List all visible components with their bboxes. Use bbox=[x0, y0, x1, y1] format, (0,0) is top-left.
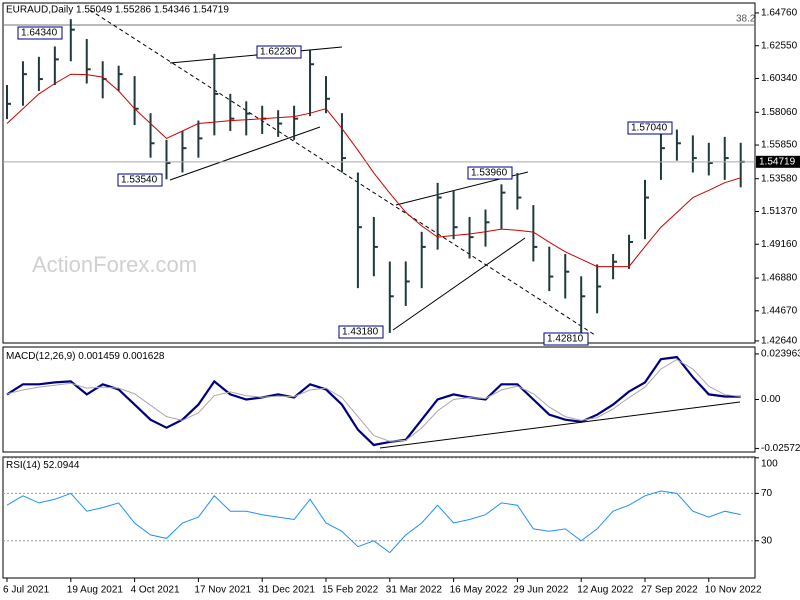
annotation-box bbox=[256, 45, 302, 59]
line bbox=[6, 490, 741, 554]
annotation: 1.43180 bbox=[342, 327, 379, 338]
annotation: 1.62230 bbox=[260, 47, 297, 58]
annotation: 1.64340 bbox=[21, 28, 58, 39]
x-tick-label: 29 Jun 2022 bbox=[513, 585, 568, 596]
y-tick-label: 1.42640 bbox=[761, 336, 798, 347]
line bbox=[6, 359, 741, 442]
line bbox=[6, 355, 741, 447]
x-tick-label: 10 Nov 2022 bbox=[705, 585, 762, 596]
annotation-box bbox=[117, 173, 163, 187]
y-tick-label: 1.49160 bbox=[761, 239, 798, 250]
rsi-value: 52.0944 bbox=[43, 460, 80, 471]
y-tick-label: 1.44670 bbox=[761, 305, 798, 316]
y-tick-label: 1.60340 bbox=[761, 73, 798, 84]
annotation-box bbox=[338, 325, 384, 339]
x-tick-label: 19 Aug 2021 bbox=[67, 585, 124, 596]
line bbox=[6, 73, 741, 268]
x-tick-label: 16 May 2022 bbox=[450, 585, 508, 596]
annotation-box bbox=[627, 121, 673, 135]
trend-line bbox=[392, 237, 526, 331]
watermark: ActionForex.com bbox=[32, 252, 197, 277]
y-tick-label: 100 bbox=[761, 459, 778, 470]
trend-line bbox=[379, 401, 741, 449]
annotation: 1.53540 bbox=[121, 175, 158, 186]
y-tick-label: 1.58060 bbox=[761, 107, 798, 118]
x-tick-label: 27 Sep 2022 bbox=[641, 585, 698, 596]
x-tick-label: 12 Aug 2022 bbox=[577, 585, 634, 596]
rsi-name: RSI(14) bbox=[6, 460, 40, 471]
rsi-header: RSI(14) 52.0944 bbox=[6, 460, 80, 471]
x-tick-label: 31 Mar 2022 bbox=[386, 585, 443, 596]
price-label-box bbox=[756, 155, 800, 168]
macd-name: MACD(12,26,9) bbox=[6, 351, 75, 362]
y-tick-label: 1.46880 bbox=[761, 273, 798, 284]
macd-header: MACD(12,26,9) 0.001459 0.001628 bbox=[6, 351, 165, 362]
x-tick-label: 6 Jul 2021 bbox=[3, 585, 50, 596]
annotation: 1.53960 bbox=[471, 168, 508, 179]
annotation-box bbox=[467, 166, 513, 180]
price-label: 1.54719 bbox=[759, 156, 796, 167]
x-tick-label: 15 Feb 2022 bbox=[322, 585, 379, 596]
price-panel bbox=[2, 2, 756, 344]
y-tick-label: 1.55850 bbox=[761, 140, 798, 151]
annotation: 1.42810 bbox=[547, 334, 584, 345]
y-tick-label: 0.00 bbox=[761, 394, 781, 405]
x-tick-label: 4 Oct 2021 bbox=[131, 585, 180, 596]
annotation: 1.57040 bbox=[631, 123, 668, 134]
rsi-panel bbox=[2, 456, 756, 579]
x-tick-label: 17 Nov 2021 bbox=[194, 585, 251, 596]
y-tick-label: -0.025726 bbox=[761, 443, 800, 454]
signal-value: 0.001628 bbox=[123, 351, 165, 362]
y-tick-label: 1.53580 bbox=[761, 173, 798, 184]
annotation-box bbox=[17, 26, 63, 40]
fib-label: 38.2 bbox=[736, 14, 756, 25]
annotation-box bbox=[543, 332, 589, 346]
y-tick-label: 1.64760 bbox=[761, 8, 798, 19]
x-tick-label: 31 Dec 2021 bbox=[258, 585, 315, 596]
y-tick-label: 30 bbox=[761, 535, 773, 546]
trend-line bbox=[89, 9, 596, 336]
y-tick-label: 1.51370 bbox=[761, 206, 798, 217]
trend-line bbox=[169, 46, 343, 64]
y-tick-label: 70 bbox=[761, 488, 773, 499]
chart-title: EURAUD,Daily 1.55049 1.55286 1.54346 1.5… bbox=[6, 5, 229, 16]
macd-value: 0.001459 bbox=[78, 351, 120, 362]
y-tick-label: 1.62550 bbox=[761, 40, 798, 51]
y-tick-label: 0.023963 bbox=[761, 349, 800, 360]
